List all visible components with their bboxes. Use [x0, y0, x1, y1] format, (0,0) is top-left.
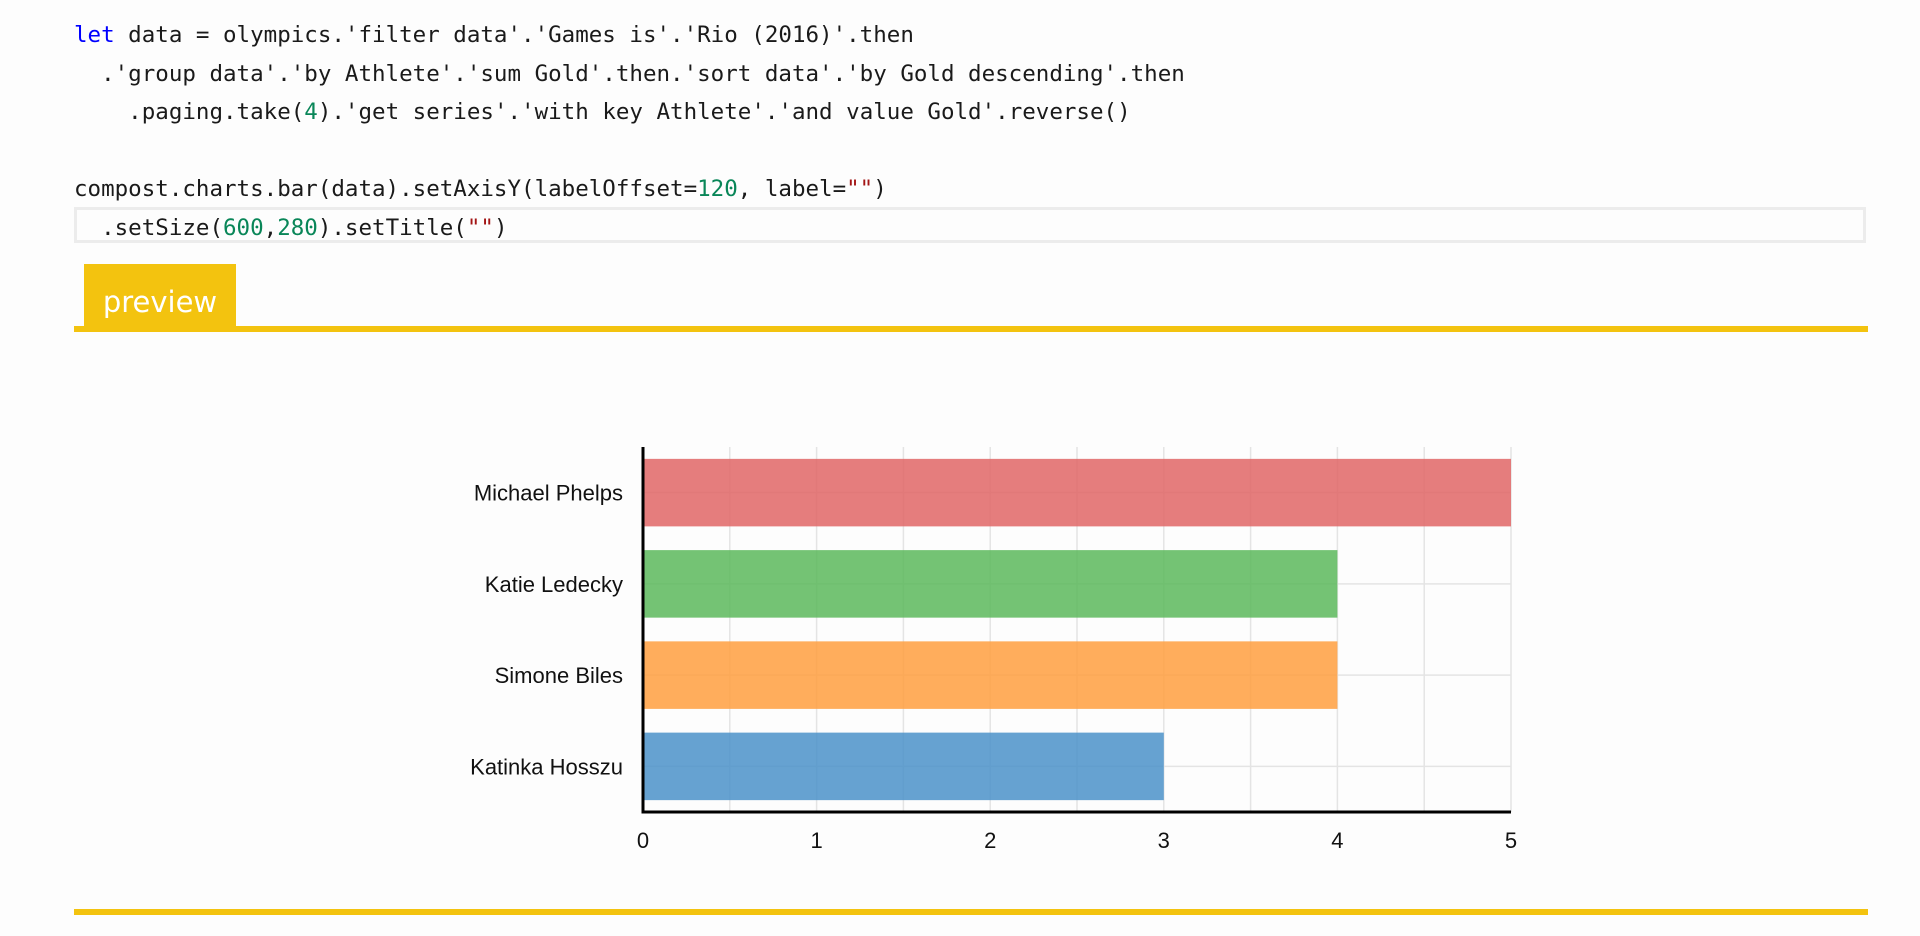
code-token: .paging.take(: [74, 99, 305, 125]
bar-katinka-hosszu: [643, 732, 1164, 801]
code-line[interactable]: .paging.take(4).'get series'.'with key A…: [74, 93, 1185, 132]
code-token: 4: [304, 99, 318, 125]
active-line-highlight: [74, 207, 1866, 243]
tab-preview[interactable]: preview: [84, 264, 236, 329]
preview-bottom-rule: [74, 909, 1868, 915]
code-token: let: [74, 22, 115, 48]
code-token: , label=: [737, 176, 847, 202]
tab-preview-label: preview: [102, 285, 218, 319]
code-token: .setSize(: [74, 214, 224, 241]
x-tick-label: 5: [1505, 828, 1517, 853]
bar-katie-ledecky: [643, 550, 1338, 618]
code-line[interactable]: compost.charts.bar(data).setAxisY(labelO…: [74, 170, 1185, 209]
bar-simone-biles: [643, 641, 1338, 709]
x-tick-label: 2: [984, 828, 996, 853]
x-tick-label: 4: [1331, 828, 1343, 853]
code-editor[interactable]: let data = olympics.'filter data'.'Games…: [74, 16, 1185, 247]
code-token: ).'get series'.'with key Athlete'.'and v…: [317, 99, 1131, 125]
code-token: "": [466, 214, 494, 241]
code-line[interactable]: .setSize(600,280).setTitle(""): [74, 209, 1185, 248]
bar-michael-phelps: [643, 458, 1511, 527]
x-tick-label: 0: [637, 828, 649, 853]
code-token: ): [493, 214, 508, 241]
code-line[interactable]: let data = olympics.'filter data'.'Games…: [74, 16, 1185, 55]
code-token: 120: [697, 176, 738, 202]
code-token: data = olympics.'filter data'.'Games is'…: [114, 22, 914, 48]
code-token: 600: [223, 214, 264, 241]
y-tick-label: Michael Phelps: [474, 481, 623, 506]
code-token: .'group data'.'by Athlete'.'sum Gold'.th…: [74, 60, 1185, 87]
code-token: 280: [277, 214, 318, 241]
preview-top-rule: [74, 326, 1868, 332]
y-tick-label: Katie Ledecky: [485, 572, 623, 597]
code-token: ,: [263, 214, 278, 241]
code-token: compost.charts.bar(data).setAxisY(labelO…: [74, 176, 698, 202]
y-tick-label: Simone Biles: [495, 663, 623, 688]
x-tick-label: 1: [810, 828, 822, 853]
code-token: ): [873, 176, 887, 202]
code-token: "": [846, 176, 874, 202]
code-token: ).setTitle(: [317, 214, 467, 241]
y-tick-label: Katinka Hosszu: [470, 754, 623, 779]
x-tick-label: 3: [1158, 828, 1170, 853]
code-line[interactable]: .'group data'.'by Athlete'.'sum Gold'.th…: [74, 55, 1185, 94]
